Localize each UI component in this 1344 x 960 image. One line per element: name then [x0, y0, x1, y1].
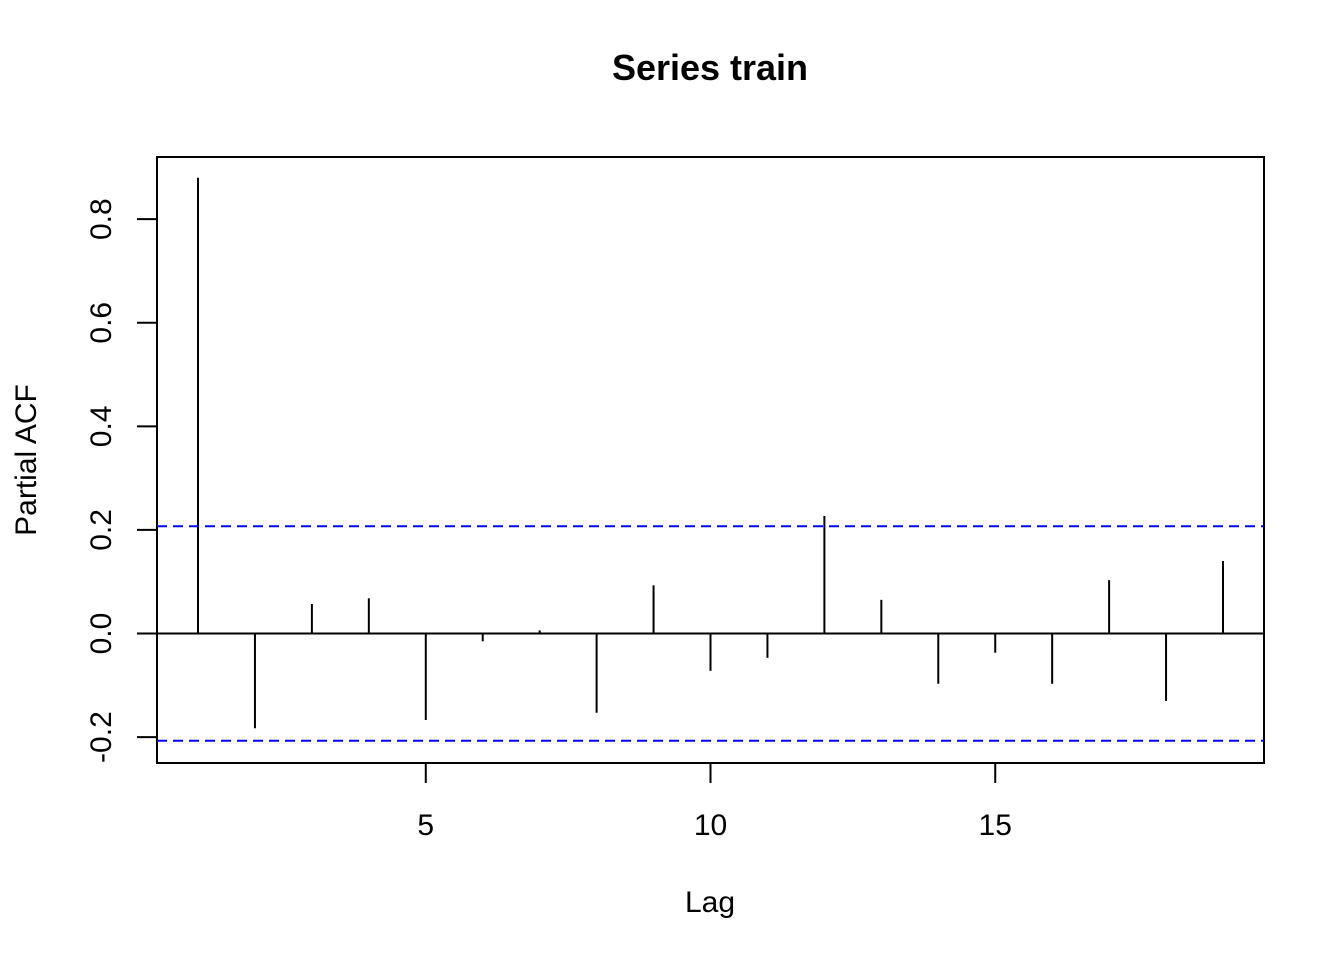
y-axis: -0.2 0.0 0.2 0.4 0.6 0.8 — [85, 198, 157, 763]
x-tick-label-10: 10 — [694, 809, 727, 842]
y-tick-label-0.0: 0.0 — [85, 613, 118, 655]
y-tick-label-0.6: 0.6 — [85, 302, 118, 344]
y-tick-label-0.4: 0.4 — [85, 405, 118, 447]
x-axis-label: Lag — [685, 886, 735, 919]
x-axis: 5 10 15 — [417, 763, 1012, 842]
confidence-lines — [157, 525, 1264, 742]
y-tick-label-0.8: 0.8 — [85, 198, 118, 240]
x-tick-label-15: 15 — [979, 809, 1012, 842]
plot-frame — [156, 156, 1265, 764]
x-tick-label-5: 5 — [417, 809, 434, 842]
y-tick-label--0.2: -0.2 — [85, 711, 118, 763]
chart-title: Series train — [612, 47, 808, 88]
pacf-bars — [157, 177, 1264, 729]
y-tick-label-0.2: 0.2 — [85, 509, 118, 551]
y-axis-label: Partial ACF — [10, 384, 43, 536]
